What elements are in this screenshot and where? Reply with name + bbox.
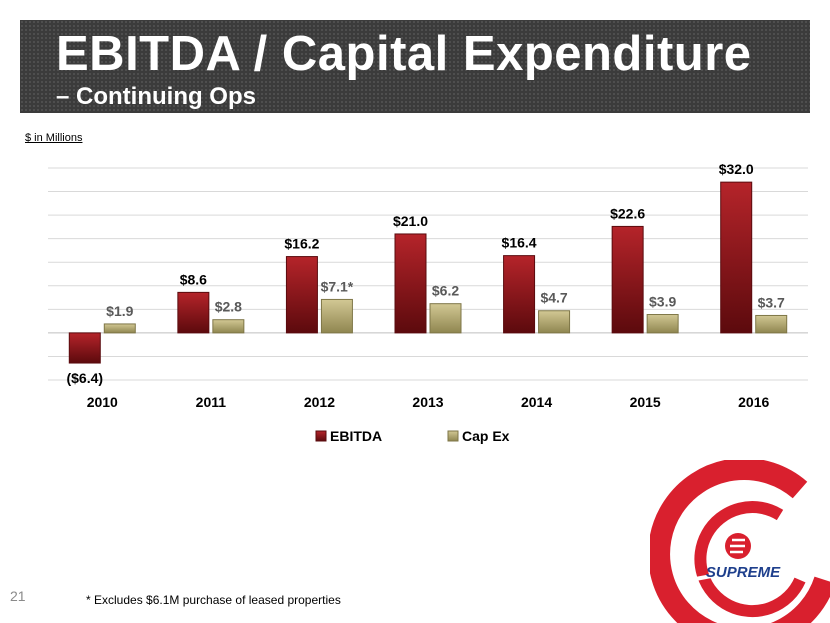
legend: EBITDA Cap Ex xyxy=(315,428,510,444)
tick-label-2016: 2016 xyxy=(738,394,769,410)
x-axis-ticks: 2010 2011 2012 2013 2014 2015 2016 xyxy=(87,394,770,410)
data-label-ebitda-2013: $21.0 xyxy=(393,213,428,229)
page-title: EBITDA / Capital Expenditure xyxy=(56,27,752,81)
tick-label-2015: 2015 xyxy=(630,394,661,410)
bar-ebitda-2011 xyxy=(177,291,210,334)
data-label-cap-ex-2015: $3.9 xyxy=(649,294,676,310)
data-label-cap-ex-2013: $6.2 xyxy=(432,283,459,299)
tick-label-2010: 2010 xyxy=(87,394,118,410)
legend-swatch-cap-ex xyxy=(447,430,459,442)
data-label-ebitda-2011: $8.6 xyxy=(180,271,207,287)
tick-label-2011: 2011 xyxy=(196,394,227,410)
data-label-cap-ex-2016: $3.7 xyxy=(758,294,785,310)
tick-label-2013: 2013 xyxy=(412,394,443,410)
bar-cap-ex-2016 xyxy=(755,314,788,334)
data-label-cap-ex-2012: $7.1* xyxy=(321,278,354,294)
page-number: 21 xyxy=(10,588,26,604)
bar-cap-ex-2014 xyxy=(538,310,571,334)
data-label-ebitda-2014: $16.4 xyxy=(502,235,537,251)
data-label-ebitda-2012: $16.2 xyxy=(284,236,319,252)
bar-cap-ex-2010 xyxy=(103,323,136,334)
data-label-ebitda-2010: ($6.4) xyxy=(66,370,103,386)
data-label-ebitda-2015: $22.6 xyxy=(610,205,645,221)
bar-cap-ex-2012 xyxy=(320,298,353,334)
units-label: $ in Millions xyxy=(25,132,83,144)
bar-ebitda-2010 xyxy=(68,332,101,364)
legend-label-ebitda: EBITDA xyxy=(330,428,382,444)
supreme-logo: SUPREME xyxy=(650,460,830,623)
data-label-cap-ex-2011: $2.8 xyxy=(215,299,242,315)
data-label-cap-ex-2014: $4.7 xyxy=(540,290,567,306)
footnote: * Excludes $6.1M purchase of leased prop… xyxy=(86,593,341,607)
logo-wordmark: SUPREME xyxy=(706,564,781,581)
bar-cap-ex-2015 xyxy=(646,314,679,334)
data-label-ebitda-2016: $32.0 xyxy=(719,161,754,177)
bar-ebitda-2012 xyxy=(285,256,318,334)
bars xyxy=(68,181,788,364)
legend-swatch-ebitda xyxy=(315,430,327,442)
tick-label-2014: 2014 xyxy=(521,394,552,410)
legend-label-cap-ex: Cap Ex xyxy=(462,428,510,444)
bar-cap-ex-2011 xyxy=(212,319,245,334)
bar-ebitda-2015 xyxy=(611,225,644,334)
bar-ebitda-2016 xyxy=(720,181,753,334)
data-label-cap-ex-2010: $1.9 xyxy=(106,303,133,319)
data-labels: ($6.4) $1.9 $8.6 $2.8 $16.2 $7.1* $21.0 $6.2 $16… xyxy=(66,161,785,386)
gridlines xyxy=(48,167,808,381)
tick-label-2012: 2012 xyxy=(304,394,335,410)
page-subtitle: – Continuing Ops xyxy=(56,83,256,110)
bar-ebitda-2014 xyxy=(503,255,536,334)
title-banner: EBITDA / Capital Expenditure – Continuin… xyxy=(20,20,810,113)
bar-ebitda-2013 xyxy=(394,233,427,334)
bar-cap-ex-2013 xyxy=(429,303,462,334)
